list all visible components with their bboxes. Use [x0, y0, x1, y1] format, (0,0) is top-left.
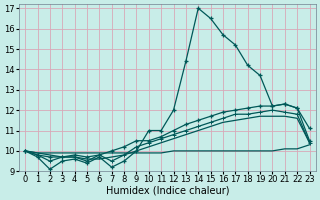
X-axis label: Humidex (Indice chaleur): Humidex (Indice chaleur)	[106, 186, 229, 196]
